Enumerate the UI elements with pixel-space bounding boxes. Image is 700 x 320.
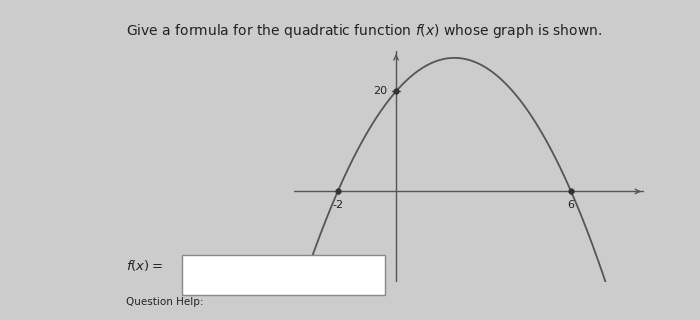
- FancyBboxPatch shape: [181, 255, 386, 295]
- Text: Give a formula for the quadratic function $f(x)$ whose graph is shown.: Give a formula for the quadratic functio…: [126, 22, 602, 40]
- Text: 20: 20: [373, 86, 387, 96]
- Text: $f(x) =$: $f(x) =$: [126, 258, 163, 273]
- Text: 6: 6: [568, 200, 575, 211]
- Text: Question Help:: Question Help:: [126, 297, 204, 307]
- Text: -2: -2: [332, 200, 343, 211]
